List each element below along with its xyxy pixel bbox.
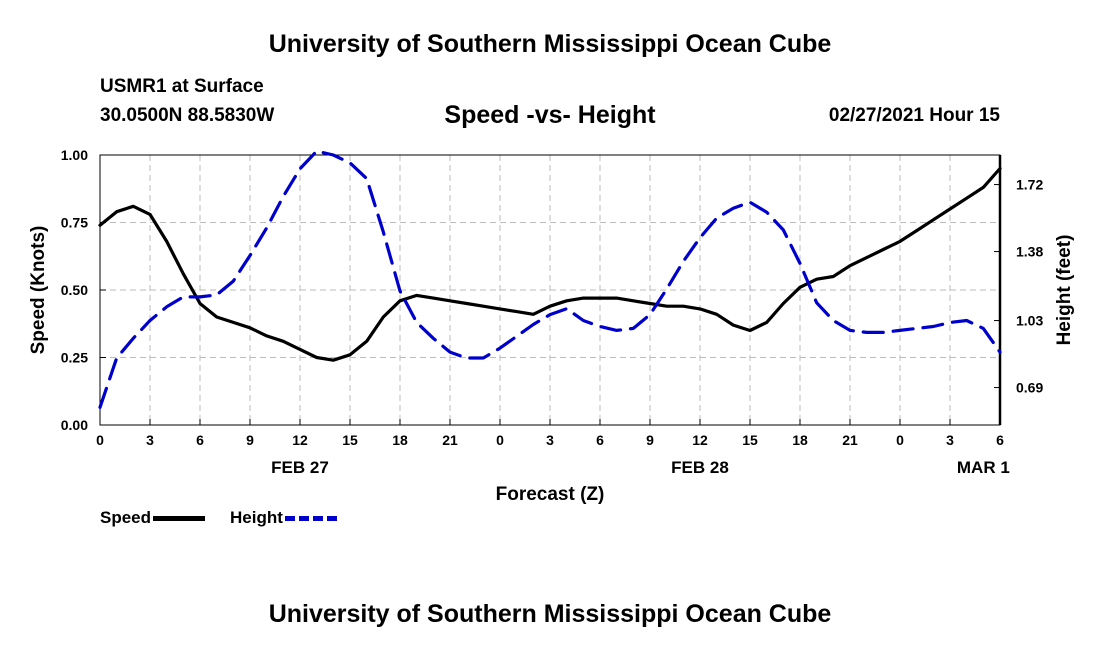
chart-series: [98, 149, 1002, 409]
y-axis-label: Speed (Knots): [28, 226, 49, 355]
x-tick-label: 3: [146, 432, 154, 448]
legend-height-swatch: [284, 516, 337, 522]
y2-tick-label: 0.69: [1016, 380, 1043, 396]
station-name: USMR1 at Surface: [100, 76, 264, 97]
y2-tick-label: 1.38: [1016, 244, 1043, 260]
x-tick-label: 3: [546, 432, 554, 448]
x-tick-label: 21: [842, 432, 858, 448]
x-tick-label: 6: [196, 432, 204, 448]
x-tick-label: 9: [246, 432, 254, 448]
y2-tick-label: 1.03: [1016, 313, 1043, 329]
x-tick-label: 18: [792, 432, 808, 448]
y-tick-label: 0.75: [61, 215, 88, 231]
grid-lines: [100, 155, 1000, 425]
y-tick-label: 0.00: [61, 417, 88, 433]
date-label: FEB 28: [671, 458, 729, 477]
legend-speed-swatch: [153, 516, 206, 522]
chart-title: Speed -vs- Height: [444, 101, 656, 129]
series-line-height: [98, 149, 1002, 409]
footer-title: University of Southern Mississippi Ocean…: [268, 600, 832, 628]
legend-speed-label: Speed: [100, 508, 152, 527]
x-tick-label: 6: [596, 432, 604, 448]
chart-labels: 0 3 6 9 12 15 18 21 0 3 6 9 12 15 18 21 0 3 6 FEB 27 FEB 28 M…: [28, 147, 1075, 505]
legend-speed: Speed: [100, 508, 206, 528]
page-title: University of Southern Mississippi Ocean…: [268, 30, 832, 58]
x-tick-label: 0: [896, 432, 904, 448]
y-tick-label: 0.25: [61, 350, 88, 366]
x-tick-label: 0: [96, 432, 104, 448]
x-tick-label: 3: [946, 432, 954, 448]
x-tick-label: 9: [646, 432, 654, 448]
x-tick-label: 6: [996, 432, 1004, 448]
date-label: MAR 1: [957, 458, 1010, 477]
y-tick-label: 0.50: [61, 282, 88, 298]
y2-axis-label: Height (feet): [1054, 235, 1075, 346]
station-coordinates: 30.0500N 88.5830W: [100, 105, 275, 126]
date-label: FEB 27: [271, 458, 329, 477]
x-tick-label: 15: [742, 432, 758, 448]
x-tick-label: 15: [342, 432, 358, 448]
chart-axes: [99, 154, 1002, 426]
forecast-datetime: 02/27/2021 Hour 15: [828, 105, 1000, 126]
y-tick-label: 1.00: [61, 147, 88, 163]
x-tick-label: 21: [442, 432, 458, 448]
series-line-speed: [98, 166, 1002, 362]
x-tick-label: 12: [692, 432, 708, 448]
legend-height: Height: [230, 508, 337, 528]
x-tick-label: 0: [496, 432, 504, 448]
x-tick-label: 12: [292, 432, 308, 448]
y2-tick-label: 1.72: [1016, 177, 1043, 193]
legend-height-label: Height: [230, 508, 283, 527]
x-tick-label: 18: [392, 432, 408, 448]
x-axis-label: Forecast (Z): [496, 484, 605, 505]
